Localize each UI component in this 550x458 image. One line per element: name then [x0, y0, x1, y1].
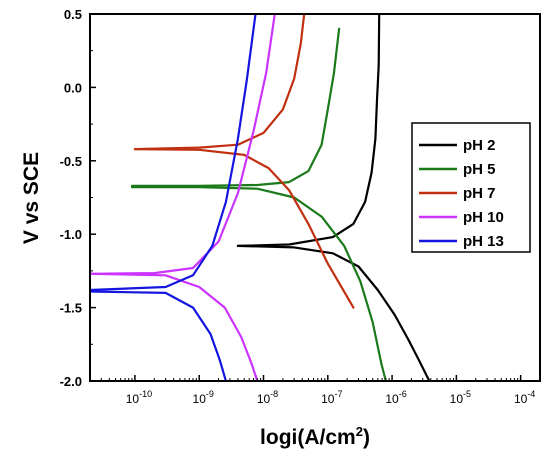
- legend-label: pH 7: [463, 185, 496, 202]
- x-axis: 10-10 10-9 10-8 10-7 10-6 10-5 10-4: [89, 375, 541, 406]
- x-tick-label: 10-4: [514, 389, 535, 406]
- x-axis-title-sup: 2: [356, 424, 363, 439]
- y-tick-label: -1.0: [60, 227, 82, 242]
- legend-label: pH 13: [463, 233, 504, 250]
- series-line-ph10-7: [90, 272, 259, 381]
- series-line-ph7-4: [133, 14, 306, 151]
- series-line-ph2-1: [236, 244, 431, 381]
- x-tick-label: 10-10: [126, 389, 152, 406]
- series-line-ph13-8: [90, 14, 257, 292]
- legend: pH 2 pH 5 pH 7 pH 10 pH 13: [411, 122, 531, 253]
- series-line-ph13-9: [90, 290, 227, 381]
- y-tick-label: 0.0: [64, 80, 82, 95]
- y-axis-title: V vs SCE: [20, 152, 43, 244]
- x-tick-label: 10-9: [193, 389, 214, 406]
- series-line-ph5-2: [130, 27, 341, 187]
- y-axis: 0.5 0.0 -0.5 -1.0 -1.5 -2.0: [60, 7, 96, 389]
- series-line-ph10-6: [90, 14, 276, 275]
- y-tick-label: -2.0: [60, 374, 82, 389]
- series-line-ph2-0: [236, 14, 381, 247]
- series-line-ph7-5: [133, 148, 355, 309]
- x-tick-label: 10-5: [450, 389, 471, 406]
- y-tick-label: 0.5: [64, 7, 82, 22]
- curves-layer: [90, 14, 431, 381]
- legend-label: pH 2: [463, 137, 496, 154]
- x-tick-label: 10-8: [257, 389, 278, 406]
- x-tick-label: 10-6: [385, 389, 406, 406]
- y-tick-label: -0.5: [60, 154, 82, 169]
- x-axis-title-end: ): [363, 426, 370, 449]
- legend-box: [411, 122, 531, 253]
- legend-label: pH 10: [463, 209, 504, 226]
- x-tick-label: 10-7: [321, 389, 342, 406]
- legend-label: pH 5: [463, 161, 496, 178]
- x-axis-title: logi(A/cm2): [260, 424, 370, 449]
- x-axis-title-main: logi(A/cm: [260, 426, 356, 449]
- y-tick-label: -1.5: [60, 301, 82, 316]
